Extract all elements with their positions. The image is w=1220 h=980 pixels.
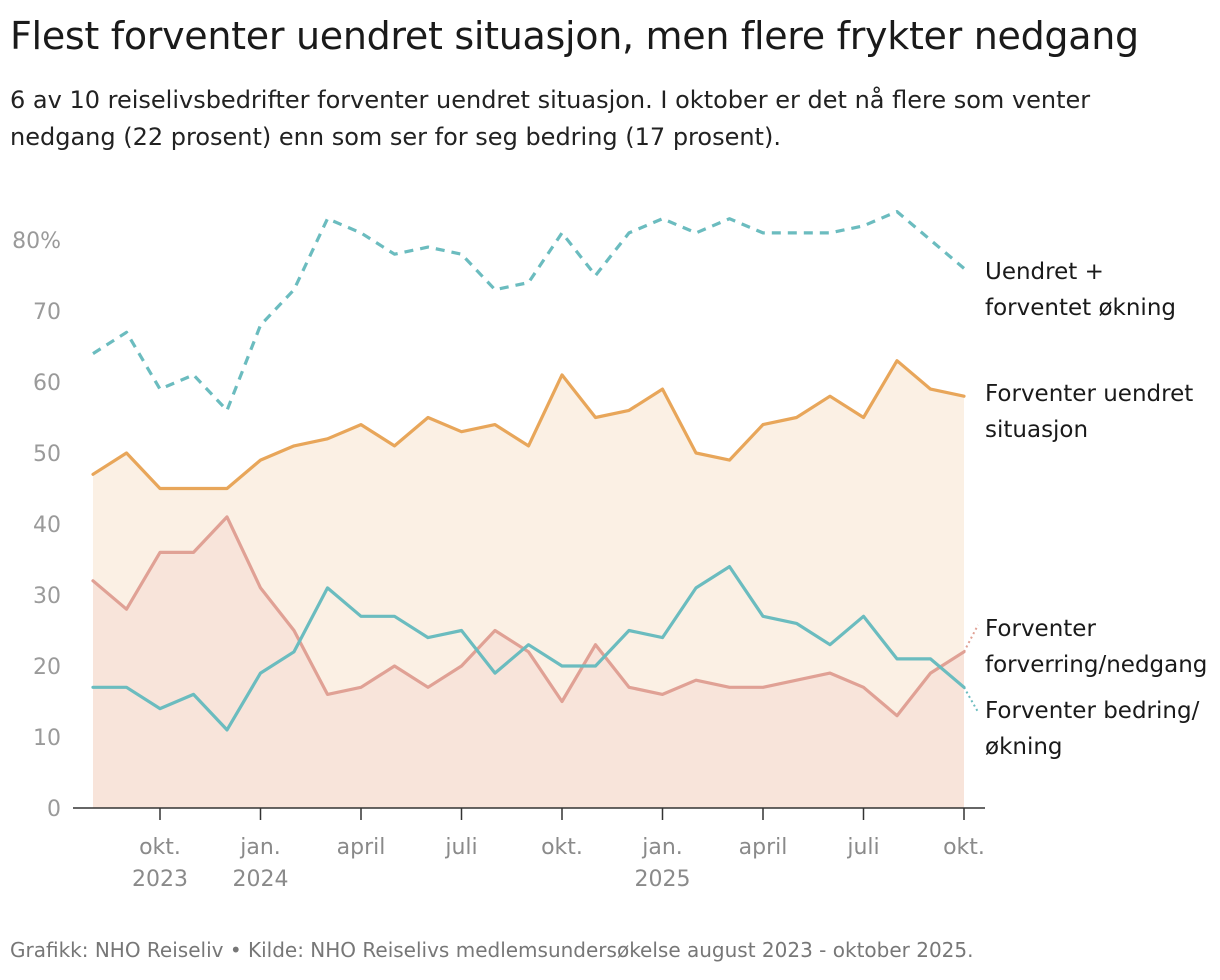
connector-bedring: [963, 686, 979, 713]
axes-layer: 0 10 20 30 40 50 60 70 80% okt. 2023 jan. 2024 april j…: [12, 229, 985, 892]
y-tick-label: 0: [47, 797, 61, 822]
series-line-nedgang: [91, 515, 966, 718]
y-tick-label: 70: [33, 300, 61, 325]
y-tick-label: 50: [33, 442, 61, 467]
series-label-sum: forventet økning: [985, 295, 1176, 321]
x-tick-year: 2024: [233, 867, 289, 892]
connector-nedgang: [963, 624, 979, 653]
x-tick-label: april: [337, 835, 386, 860]
series-line-bedring: [91, 565, 966, 732]
area-nedgang: [93, 516, 964, 808]
y-tick-label: 60: [33, 371, 61, 396]
x-tick-year: 2023: [132, 867, 188, 892]
series-label-bedring: Forventer bedring/: [985, 698, 1200, 724]
y-tick-label: 20: [33, 655, 61, 680]
x-tick-year: 2025: [635, 867, 691, 892]
x-tick-label: juli: [444, 835, 477, 860]
series-label-uendret: Forventer uendret: [985, 381, 1193, 407]
series-line-sum: [92, 210, 966, 412]
chart-title: Flest forventer uendret situasjon, men f…: [10, 14, 1139, 58]
lines-layer: [91, 210, 979, 732]
y-tick-label: 30: [33, 584, 61, 609]
series-label-sum: Uendret +: [985, 259, 1104, 285]
x-tick-label: okt.: [943, 835, 985, 860]
y-tick-label: 10: [33, 726, 61, 751]
series-label-nedgang: forverring/nedgang: [985, 652, 1207, 678]
x-tick-label: okt.: [541, 835, 583, 860]
x-tick-label: jan.: [239, 835, 281, 860]
series-label-nedgang: Forventer: [985, 616, 1096, 642]
area-layer: [93, 360, 964, 808]
x-tick-label: okt.: [139, 835, 181, 860]
series-label-bedring: økning: [985, 734, 1063, 760]
series-label-uendret: situasjon: [985, 417, 1088, 443]
chart-subtitle: 6 av 10 reiselivsbedrifter forventer uen…: [10, 86, 1091, 151]
x-tick-label: juli: [846, 835, 879, 860]
x-tick-label: jan.: [641, 835, 683, 860]
source-footer: Grafikk: NHO Reiseliv • Kilde: NHO Reise…: [10, 938, 974, 962]
line-chart: 0 10 20 30 40 50 60 70 80% okt. 2023 jan. 2024 april j…: [12, 210, 1207, 892]
y-tick-label: 40: [33, 513, 61, 538]
series-line-uendret: [91, 359, 966, 491]
x-tick-label: april: [739, 835, 788, 860]
y-tick-label: 80%: [12, 229, 61, 254]
series-labels-layer: Uendret + forventet økning Forventer uendr…: [985, 259, 1207, 760]
